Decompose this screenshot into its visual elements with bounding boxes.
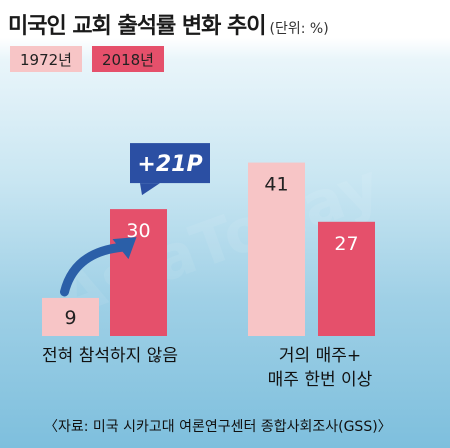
category-label-weekly: 거의 매주+ 매주 한번 이상 [230, 344, 410, 392]
source-note: 〈자료: 미국 시카고대 여론연구센터 종합사회조사(GSS)〉 [44, 419, 392, 435]
legend-item-2018: 2018년 [91, 46, 164, 72]
data-label-2018-never: 30 [126, 220, 150, 242]
chart-title: 미국인 교회 출석률 변화 추이 [8, 14, 267, 39]
growth-arrow-head [112, 237, 137, 260]
bar-2018-weekly [318, 221, 375, 336]
data-label-1972-weekly: 41 [264, 174, 288, 196]
legend-item-1972: 1972년 [10, 46, 82, 72]
category-label-line: 전혀 참석하지 않음 [42, 346, 178, 366]
legend-label-1972: 1972년 [20, 50, 72, 69]
bar-1972-never [42, 297, 99, 336]
unit-label: (단위: %) [269, 21, 329, 37]
title-row: 미국인 교회 출석률 변화 추이 (단위: %) [8, 8, 329, 40]
category-label-line: 매주 한번 이상 [267, 370, 373, 390]
callout-text: +21P [137, 152, 202, 177]
callout-pointer [140, 183, 160, 196]
legend-label-2018: 2018년 [101, 50, 154, 69]
bar-2018-never [110, 209, 167, 336]
bar-1972-weekly [248, 162, 305, 336]
legend: 1972년 2018년 [10, 46, 164, 72]
data-label-2018-weekly: 27 [334, 233, 358, 255]
category-label-never: 전혀 참석하지 않음 [10, 344, 210, 368]
callout-box [130, 143, 210, 184]
category-label-line: 거의 매주+ [278, 346, 362, 366]
data-label-1972-never: 9 [64, 307, 76, 329]
growth-arrow-shaft [60, 242, 127, 297]
